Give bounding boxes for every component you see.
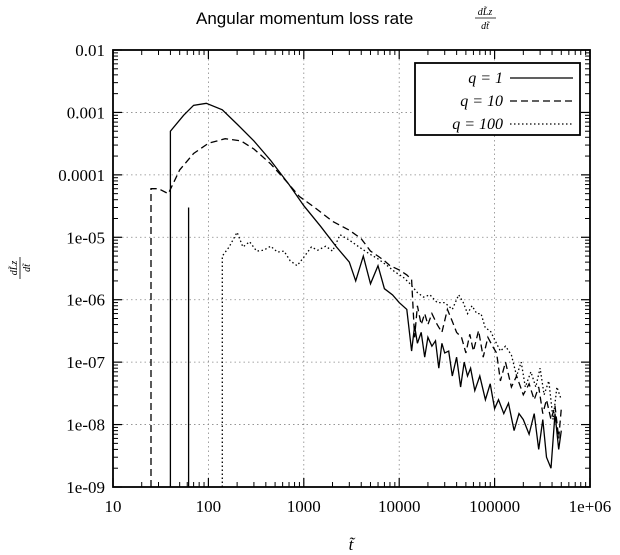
x-tick-label: 100 [196,497,222,516]
y-tick-label: 0.01 [75,41,105,60]
y-tick-label: 1e-07 [66,353,105,372]
y-tick-label: 0.001 [67,103,105,122]
series-line-q10 [150,138,562,487]
y-axis-label-numerator: dL̃z [7,261,20,276]
series-group [150,102,562,487]
plot-frame [112,49,591,488]
y-axis-label-denominator: dt̃ [21,263,33,272]
x-tick-label: 100000 [469,497,520,516]
x-tick-labels: 10 100 1000 10000 100000 1e+06 [105,497,612,516]
legend-label-q100: q = 100 [452,116,503,133]
y-tick-label: 1e-06 [66,291,105,310]
legend-box [414,62,581,136]
y-axis-label: dL̃z dt̃ [7,257,33,279]
x-tick-label: 1000 [287,497,321,516]
legend-label-q1: q = 1 [468,70,503,87]
y-tick-label: 1e-05 [66,228,105,247]
title-fraction-denominator: dt̃ [481,20,490,32]
series-line-q100 [221,230,562,487]
title-fraction: dL̃z dt̃ [475,5,496,32]
x-tick-label: 10000 [378,497,421,516]
y-tick-label: 1e-09 [66,478,105,497]
x-axis-label: t̃ [349,535,356,554]
x-tick-label: 10 [105,497,122,516]
title-fraction-numerator: dL̃z [478,5,493,18]
legend: q = 1 q = 10 q = 100 [414,62,581,136]
y-tick-labels: 0.01 0.001 0.0001 1e-05 1e-06 1e-07 1e-08 1e-09 [58,41,105,497]
x-tick-label: 1e+06 [569,497,612,516]
y-tick-label: 1e-08 [66,416,105,435]
legend-label-q10: q = 10 [460,93,503,110]
series-line-q1 [169,102,562,487]
y-tick-label: 0.0001 [58,166,105,185]
chart-title: Angular momentum loss rate [196,9,413,28]
